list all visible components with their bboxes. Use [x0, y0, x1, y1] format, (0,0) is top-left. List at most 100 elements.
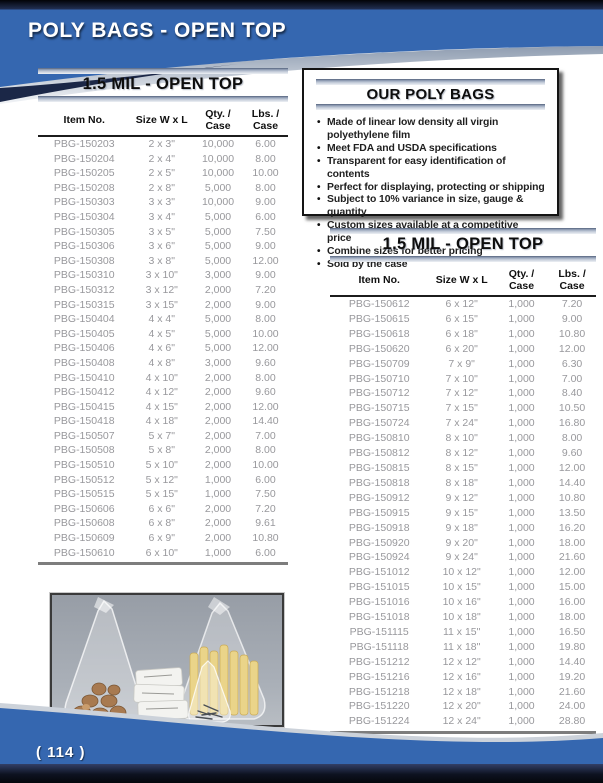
table-row: PBG-151220 12 x 20" 1,000 24.00 — [330, 699, 596, 714]
item-no-cell: PBG-150204 — [53, 152, 115, 165]
item-no-cell: PBG-150304 — [53, 210, 115, 223]
lbs-case-cell: 19.80 — [558, 640, 586, 653]
item-no-cell: PBG-150415 — [53, 400, 115, 413]
table-row: PBG-150620 6 x 20" 1,000 12.00 — [330, 342, 596, 357]
table-row: PBG-150724 7 x 24" 1,000 16.80 — [330, 416, 596, 431]
table-row: PBG-150610 6 x 10" 1,000 6.00 — [38, 546, 288, 561]
lbs-case-cell: 14.40 — [252, 415, 279, 428]
table-row: PBG-150612 6 x 12" 1,000 7.20 — [330, 296, 596, 312]
qty-case-cell: 1,000 — [508, 432, 535, 445]
item-no-cell: PBG-150404 — [53, 313, 115, 326]
item-no-cell: PBG-151220 — [348, 700, 410, 713]
qty-case-cell: 1,000 — [204, 488, 232, 501]
col-header-lbs-case: Lbs. / Case — [548, 265, 596, 297]
table-row: PBG-151015 10 x 15" 1,000 15.00 — [330, 580, 596, 595]
table-row: PBG-151216 12 x 16" 1,000 19.20 — [330, 670, 596, 685]
size-cell: 7 x 12" — [445, 387, 478, 400]
lbs-case-cell: 12.00 — [252, 342, 279, 355]
item-no-cell: PBG-150510 — [53, 459, 115, 472]
poly-bags-photo-illustration — [52, 595, 282, 725]
table-row: PBG-151212 12 x 12" 1,000 14.40 — [330, 655, 596, 670]
lbs-case-cell: 8.00 — [255, 181, 276, 194]
lbs-case-cell: 9.00 — [255, 269, 276, 282]
lbs-case-cell: 13.50 — [558, 506, 586, 519]
lbs-case-cell: 10.00 — [252, 459, 279, 472]
lbs-case-cell: 18.00 — [558, 611, 586, 624]
qty-case-cell: 2,000 — [204, 502, 232, 515]
lbs-case-cell: 16.00 — [558, 596, 586, 609]
size-cell: 7 x 24" — [445, 417, 478, 430]
qty-case-cell: 2,000 — [204, 400, 232, 413]
qty-case-cell: 2,000 — [204, 283, 232, 296]
lbs-case-cell: 16.50 — [558, 625, 586, 638]
qty-case-cell: 5,000 — [204, 225, 232, 238]
item-no-cell: PBG-150608 — [53, 517, 115, 530]
lbs-case-cell: 12.00 — [252, 254, 279, 267]
table-row: PBG-150712 7 x 12" 1,000 8.40 — [330, 386, 596, 401]
size-cell: 8 x 15" — [445, 461, 478, 474]
lbs-case-cell: 14.40 — [558, 476, 586, 489]
qty-case-cell: 1,000 — [508, 476, 535, 489]
size-cell: 5 x 10" — [145, 459, 178, 472]
item-no-cell: PBG-150406 — [53, 342, 115, 355]
lbs-case-cell: 8.00 — [255, 371, 276, 384]
item-no-cell: PBG-151216 — [348, 670, 410, 683]
size-cell: 4 x 18" — [145, 415, 178, 428]
item-no-cell: PBG-151015 — [348, 581, 410, 594]
lbs-case-cell: 24.00 — [558, 700, 586, 713]
lbs-case-cell: 6.30 — [561, 357, 583, 370]
size-cell: 9 x 12" — [445, 491, 478, 504]
lbs-case-cell: 7.20 — [255, 283, 276, 296]
qty-case-cell: 1,000 — [508, 461, 535, 474]
size-cell: 12 x 20" — [442, 700, 481, 713]
qty-case-cell: 1,000 — [508, 566, 535, 579]
header-banner-graphic — [0, 0, 603, 104]
size-cell: 3 x 6" — [148, 240, 176, 253]
size-cell: 2 x 3" — [148, 138, 176, 150]
qty-case-cell: 1,000 — [508, 655, 535, 668]
item-no-cell: PBG-150618 — [348, 327, 410, 340]
feature-bullet: Transparent for easy identification of c… — [316, 156, 545, 182]
item-no-cell: PBG-151218 — [348, 685, 410, 698]
col-header-qty-case: Qty. / Case — [494, 265, 549, 297]
qty-case-cell: 1,000 — [508, 491, 535, 504]
table-row: PBG-151224 12 x 24" 1,000 28.80 — [330, 714, 596, 729]
lbs-case-cell: 10.80 — [252, 532, 279, 545]
item-no-cell: PBG-150303 — [53, 196, 115, 209]
qty-case-cell: 1,000 — [508, 581, 535, 594]
table-row: PBG-150609 6 x 9" 2,000 10.80 — [38, 531, 288, 546]
item-no-cell: PBG-151115 — [349, 625, 409, 638]
qty-case-cell: 5,000 — [204, 313, 232, 326]
table-row: PBG-151012 10 x 12" 1,000 12.00 — [330, 565, 596, 580]
item-no-cell: PBG-150810 — [348, 432, 410, 445]
table-row: PBG-150303 3 x 3" 10,000 9.00 — [38, 195, 288, 210]
table-row: PBG-150810 8 x 10" 1,000 8.00 — [330, 431, 596, 446]
qty-case-cell: 1,000 — [508, 357, 535, 370]
lbs-case-cell: 9.00 — [255, 298, 276, 311]
qty-case-cell: 1,000 — [508, 640, 535, 653]
size-cell: 5 x 15" — [145, 488, 178, 501]
title-bar-bottom — [38, 96, 288, 102]
item-no-cell: PBG-150612 — [348, 298, 410, 310]
qty-case-cell: 1,000 — [508, 685, 535, 698]
feature-bullet: Sold by the case — [316, 259, 545, 272]
feature-bullet: Perfect for displaying, protecting or sh… — [316, 182, 545, 195]
size-cell: 4 x 15" — [145, 400, 178, 413]
lbs-case-cell: 19.20 — [558, 670, 586, 683]
table-row: PBG-150418 4 x 18" 2,000 14.40 — [38, 414, 288, 429]
lbs-case-cell: 28.80 — [558, 715, 586, 728]
item-no-cell: PBG-150918 — [348, 521, 410, 534]
qty-case-cell: 1,000 — [508, 417, 535, 430]
item-no-cell: PBG-150710 — [348, 372, 410, 385]
lbs-case-cell: 9.61 — [255, 517, 276, 530]
lbs-case-cell: 16.20 — [558, 521, 586, 534]
table-row: PBG-150606 6 x 6" 2,000 7.20 — [38, 502, 288, 517]
item-no-cell: PBG-150208 — [53, 181, 115, 194]
col-header-size: Size W x L — [428, 265, 495, 297]
size-cell: 4 x 4" — [148, 313, 176, 326]
table-row: PBG-151115 11 x 15" 1,000 16.50 — [330, 625, 596, 640]
qty-case-cell: 1,000 — [508, 521, 535, 534]
qty-case-cell: 2,000 — [204, 415, 232, 428]
item-no-cell: PBG-150412 — [53, 386, 115, 399]
size-cell: 12 x 12" — [442, 655, 481, 668]
